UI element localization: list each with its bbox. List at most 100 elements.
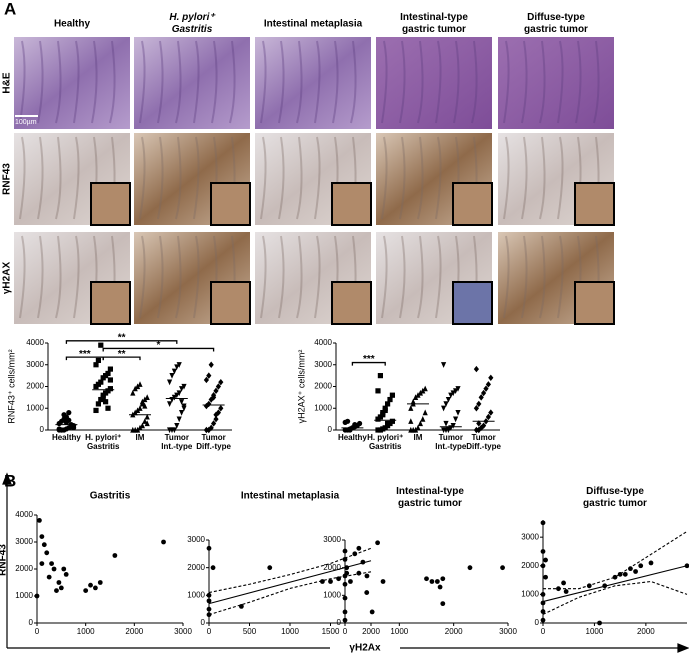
dot xyxy=(137,424,143,431)
column-label: Intestinal-type gastric tumor xyxy=(400,12,468,35)
point xyxy=(540,563,546,569)
x-tick-label: Tumor Diff.-type xyxy=(466,433,501,451)
x-tick-label: 3000 xyxy=(499,627,517,636)
significance-label: *** xyxy=(79,349,91,360)
significance-label: *** xyxy=(363,354,375,365)
panel-b-frame xyxy=(2,472,689,653)
dot xyxy=(206,372,212,379)
point xyxy=(112,553,118,558)
micrograph xyxy=(134,37,250,129)
x-tick-label: 500 xyxy=(243,627,257,636)
x-tick-label: IM xyxy=(414,433,423,442)
tissue-texture xyxy=(350,40,357,124)
dot xyxy=(176,390,182,397)
dot xyxy=(137,405,143,411)
dot xyxy=(100,392,106,398)
point xyxy=(320,579,325,584)
tissue-texture xyxy=(73,40,80,124)
x-tick-label: Healthy xyxy=(338,433,367,442)
tissue-texture xyxy=(193,235,200,319)
dot xyxy=(382,407,388,414)
y-axis-label: γH2AX⁺ cells/mm² xyxy=(296,350,306,424)
column-label: Diffuse-type gastric tumor xyxy=(524,12,588,35)
tissue-texture xyxy=(73,136,80,220)
point xyxy=(440,601,446,607)
row-label: RNF43 xyxy=(2,163,13,195)
point xyxy=(540,591,546,597)
dot xyxy=(206,400,212,408)
tissue-texture xyxy=(157,235,164,319)
dot xyxy=(415,424,421,431)
dot xyxy=(481,422,487,429)
inset xyxy=(452,182,493,226)
y-axis-label: RNF43⁺ cells/mm² xyxy=(6,349,16,423)
point xyxy=(364,573,370,579)
y-tick-label: 1000 xyxy=(314,403,332,412)
dot xyxy=(203,376,209,384)
dot xyxy=(98,342,104,348)
tissue-texture xyxy=(19,136,26,220)
point xyxy=(49,561,54,566)
tissue-texture xyxy=(55,40,62,124)
tissue-texture xyxy=(175,235,182,319)
point xyxy=(369,609,375,615)
tissue-texture xyxy=(435,40,442,124)
inset xyxy=(574,281,615,325)
inset xyxy=(331,281,372,325)
dot xyxy=(455,410,461,416)
dot xyxy=(171,368,177,375)
inset xyxy=(331,182,372,226)
tissue-texture xyxy=(19,235,26,319)
y-tick-label: 4000 xyxy=(314,338,332,347)
dot xyxy=(422,409,428,416)
dot xyxy=(132,409,138,416)
dot xyxy=(476,400,482,408)
dot xyxy=(218,405,224,412)
ci-line xyxy=(208,547,372,594)
point xyxy=(93,585,98,591)
tissue-texture xyxy=(296,235,303,319)
dot xyxy=(357,420,363,427)
x-tick-label: H. pylori⁺ Gastritis xyxy=(367,433,403,451)
point xyxy=(364,590,370,595)
dot xyxy=(179,386,185,392)
micrograph xyxy=(255,37,371,129)
dot xyxy=(417,389,423,396)
y-tick-label: 2000 xyxy=(15,564,33,573)
tissue-texture xyxy=(260,235,267,319)
x-tick-label: Healthy xyxy=(52,433,81,442)
dot xyxy=(417,420,423,427)
dot xyxy=(176,416,182,423)
tissue-texture xyxy=(278,40,285,124)
inset xyxy=(90,281,131,325)
point xyxy=(206,606,212,612)
tissue-texture xyxy=(37,136,44,220)
point xyxy=(540,549,546,554)
tissue-texture xyxy=(260,40,267,124)
y-tick-label: 1000 xyxy=(187,590,205,599)
point xyxy=(380,579,386,584)
dot xyxy=(105,370,111,377)
dot xyxy=(137,381,143,387)
y-tick-label: 0 xyxy=(201,618,206,627)
dot xyxy=(135,426,141,433)
dot xyxy=(174,423,180,429)
dot xyxy=(218,378,224,386)
dot xyxy=(389,418,395,424)
dot xyxy=(453,388,459,394)
dot xyxy=(181,403,187,410)
y-tick-label: 4000 xyxy=(15,510,33,519)
point xyxy=(51,566,57,572)
dot xyxy=(389,392,395,398)
x-tick-label: 1500 xyxy=(322,627,340,636)
point xyxy=(97,580,103,585)
tissue-texture xyxy=(435,136,442,220)
point xyxy=(437,584,443,590)
tissue-texture xyxy=(157,40,164,124)
y-tick-label: 0 xyxy=(40,425,45,434)
tissue-texture xyxy=(55,235,62,319)
tissue-texture xyxy=(278,235,285,319)
tissue-texture xyxy=(381,136,388,220)
row-label: γH2AX xyxy=(2,262,13,295)
tissue-texture xyxy=(593,40,600,124)
